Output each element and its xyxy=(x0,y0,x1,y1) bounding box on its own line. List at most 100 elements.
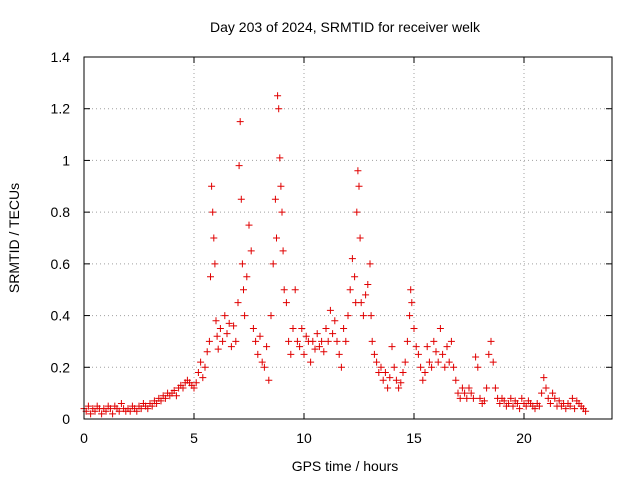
data-point xyxy=(370,350,378,358)
data-point xyxy=(480,397,488,405)
data-point xyxy=(366,260,374,268)
data-point xyxy=(399,368,407,376)
data-point xyxy=(348,255,356,263)
data-point xyxy=(357,299,365,307)
data-point xyxy=(465,384,473,392)
data-point xyxy=(106,405,114,413)
data-point xyxy=(238,260,246,268)
data-point xyxy=(298,325,306,332)
data-point xyxy=(377,363,385,371)
data-point xyxy=(582,407,590,415)
x-tick-labels: 0 5 10 15 20 xyxy=(80,430,532,446)
data-point xyxy=(375,368,383,376)
data-point xyxy=(346,286,354,294)
data-point xyxy=(279,247,287,255)
y-tick-label: 0.4 xyxy=(51,308,71,324)
data-point xyxy=(337,363,345,371)
data-point xyxy=(243,273,251,281)
data-point xyxy=(214,345,222,353)
data-point xyxy=(342,337,350,345)
y-tick-label: 1.4 xyxy=(51,49,71,65)
data-point xyxy=(505,399,513,407)
data-point xyxy=(335,350,343,358)
data-point xyxy=(219,337,227,345)
data-point xyxy=(289,325,297,332)
y-tick-label: 1 xyxy=(62,152,70,168)
data-point xyxy=(540,374,548,382)
data-point xyxy=(408,299,416,307)
data-point xyxy=(296,343,304,351)
data-point xyxy=(414,350,422,358)
data-point xyxy=(351,273,359,281)
data-point xyxy=(340,325,348,332)
data-point xyxy=(419,376,427,384)
axis-ticks xyxy=(83,56,612,420)
data-point xyxy=(423,343,431,351)
data-point xyxy=(307,358,315,366)
data-point xyxy=(256,332,264,340)
data-point xyxy=(571,405,579,413)
data-point xyxy=(232,337,240,345)
data-point xyxy=(353,208,361,216)
data-point xyxy=(265,376,273,384)
data-point xyxy=(247,247,255,255)
data-point xyxy=(368,337,376,345)
data-point xyxy=(509,402,517,410)
data-point xyxy=(280,286,288,294)
data-point xyxy=(274,92,282,100)
data-point xyxy=(252,337,260,345)
data-point xyxy=(282,299,290,307)
data-point xyxy=(542,384,550,392)
data-point xyxy=(445,358,453,366)
y-tick-label: 0.2 xyxy=(51,359,71,375)
data-point xyxy=(313,330,321,338)
data-point xyxy=(401,358,409,366)
data-point xyxy=(98,410,106,418)
data-point xyxy=(487,337,495,345)
data-point xyxy=(87,410,95,418)
data-point xyxy=(397,379,405,387)
data-point xyxy=(211,260,219,268)
data-point xyxy=(403,337,411,345)
data-point xyxy=(522,402,530,410)
data-point xyxy=(212,317,220,325)
data-point xyxy=(516,405,524,413)
data-point xyxy=(452,376,460,384)
data-point xyxy=(456,394,464,402)
data-point xyxy=(273,234,280,242)
data-point xyxy=(208,182,216,190)
data-point xyxy=(364,281,372,289)
y-tick-label: 0 xyxy=(62,411,70,427)
data-point xyxy=(293,337,301,345)
data-point xyxy=(392,376,400,384)
data-point xyxy=(170,387,178,395)
data-point xyxy=(551,394,559,402)
y-axis-title: SRMTID / TECUs xyxy=(6,183,22,293)
data-point xyxy=(489,358,497,366)
data-point xyxy=(362,291,370,299)
data-point xyxy=(291,286,299,294)
x-tick-label: 15 xyxy=(406,430,422,446)
data-point xyxy=(109,410,117,418)
data-point xyxy=(485,350,493,358)
data-point xyxy=(326,306,334,314)
data-point xyxy=(210,234,218,242)
data-points xyxy=(80,92,590,418)
data-point xyxy=(117,399,125,407)
data-point xyxy=(223,330,231,338)
data-point xyxy=(386,374,394,382)
data-point xyxy=(227,343,235,351)
data-point xyxy=(102,407,110,415)
data-point xyxy=(276,154,284,162)
data-point xyxy=(412,343,420,351)
data-point xyxy=(544,394,552,402)
data-point xyxy=(236,118,244,126)
data-point xyxy=(331,317,339,325)
data-point xyxy=(491,384,499,392)
data-point xyxy=(450,363,458,371)
data-point xyxy=(373,358,381,366)
data-point xyxy=(201,363,209,371)
data-point xyxy=(269,260,277,268)
data-point xyxy=(221,312,229,320)
x-axis-title: GPS time / hours xyxy=(292,458,399,474)
